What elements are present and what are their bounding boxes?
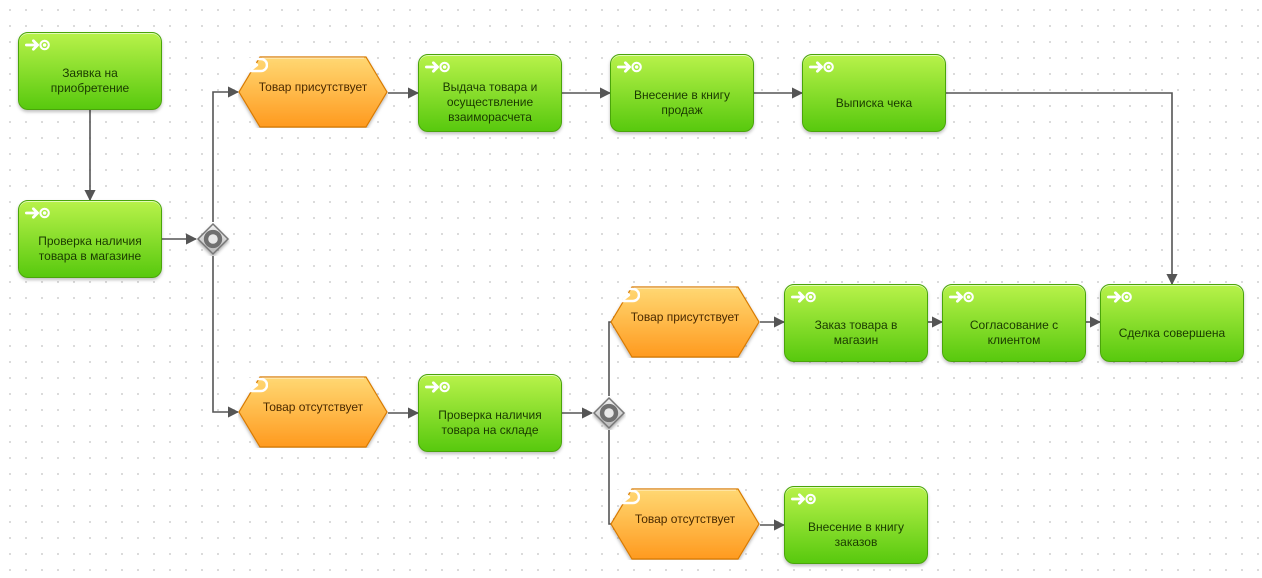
task-icon: [617, 58, 645, 76]
condition-icon-bar: [238, 376, 388, 400]
condition-h1[interactable]: Товар присутствует: [238, 56, 388, 128]
flowchart-canvas: Заявка на приобретение Проверка наличия …: [0, 0, 1262, 578]
task-n3[interactable]: Выдача товара и осуществление взаиморасч…: [418, 54, 562, 132]
task-icon-bar: [785, 487, 927, 511]
task-icon-bar: [943, 285, 1085, 309]
condition-h2[interactable]: Товар отсутствует: [238, 376, 388, 448]
edge: [946, 93, 1172, 284]
task-label: Заказ товара в магазин: [785, 309, 927, 361]
condition-label: Товар отсутствует: [610, 512, 760, 560]
task-n10[interactable]: Сделка совершена: [1100, 284, 1244, 362]
task-n2[interactable]: Проверка наличия товара в магазине: [18, 200, 162, 278]
task-label: Проверка наличия товара в магазине: [19, 225, 161, 277]
task-icon: [25, 36, 53, 54]
task-icon-bar: [803, 55, 945, 79]
task-icon: [425, 58, 453, 76]
condition-h3[interactable]: Товар присутствует: [610, 286, 760, 358]
condition-icon-bar: [610, 286, 760, 310]
task-icon: [1107, 288, 1135, 306]
task-n5[interactable]: Выписка чека: [802, 54, 946, 132]
task-icon-bar: [785, 285, 927, 309]
task-icon-bar: [419, 55, 561, 78]
task-n4[interactable]: Внесение в книгу продаж: [610, 54, 754, 132]
task-icon-bar: [19, 201, 161, 225]
task-n9[interactable]: Внесение в книгу заказов: [784, 486, 928, 564]
task-label: Заявка на приобретение: [19, 57, 161, 109]
edge: [213, 92, 238, 222]
condition-icon: [610, 286, 640, 304]
edge: [213, 256, 238, 412]
task-icon-bar: [19, 33, 161, 57]
condition-label: Товар отсутствует: [238, 400, 388, 448]
task-label: Сделка совершена: [1101, 309, 1243, 361]
task-n1[interactable]: Заявка на приобретение: [18, 32, 162, 110]
task-icon: [791, 288, 819, 306]
condition-label: Товар присутствует: [610, 310, 760, 358]
task-label: Выдача товара и осуществление взаиморасч…: [419, 78, 561, 131]
task-icon: [791, 490, 819, 508]
condition-icon: [610, 488, 640, 506]
task-label: Выписка чека: [803, 79, 945, 131]
gateway-g1[interactable]: [196, 222, 230, 256]
condition-icon: [238, 376, 268, 394]
task-icon-bar: [419, 375, 561, 399]
task-label: Внесение в книгу заказов: [785, 511, 927, 563]
task-icon-bar: [1101, 285, 1243, 309]
task-icon: [809, 58, 837, 76]
task-label: Проверка наличия товара на складе: [419, 399, 561, 451]
task-n6[interactable]: Проверка наличия товара на складе: [418, 374, 562, 452]
task-icon: [425, 378, 453, 396]
condition-icon-bar: [610, 488, 760, 512]
task-n7[interactable]: Заказ товара в магазин: [784, 284, 928, 362]
condition-h4[interactable]: Товар отсутствует: [610, 488, 760, 560]
task-icon: [949, 288, 977, 306]
task-icon: [25, 204, 53, 222]
task-label: Внесение в книгу продаж: [611, 79, 753, 131]
task-n8[interactable]: Согласование с клиентом: [942, 284, 1086, 362]
task-icon-bar: [611, 55, 753, 79]
condition-icon-bar: [238, 56, 388, 80]
condition-icon: [238, 56, 268, 74]
gateway-g2[interactable]: [592, 396, 626, 430]
condition-label: Товар присутствует: [238, 80, 388, 128]
task-label: Согласование с клиентом: [943, 309, 1085, 361]
